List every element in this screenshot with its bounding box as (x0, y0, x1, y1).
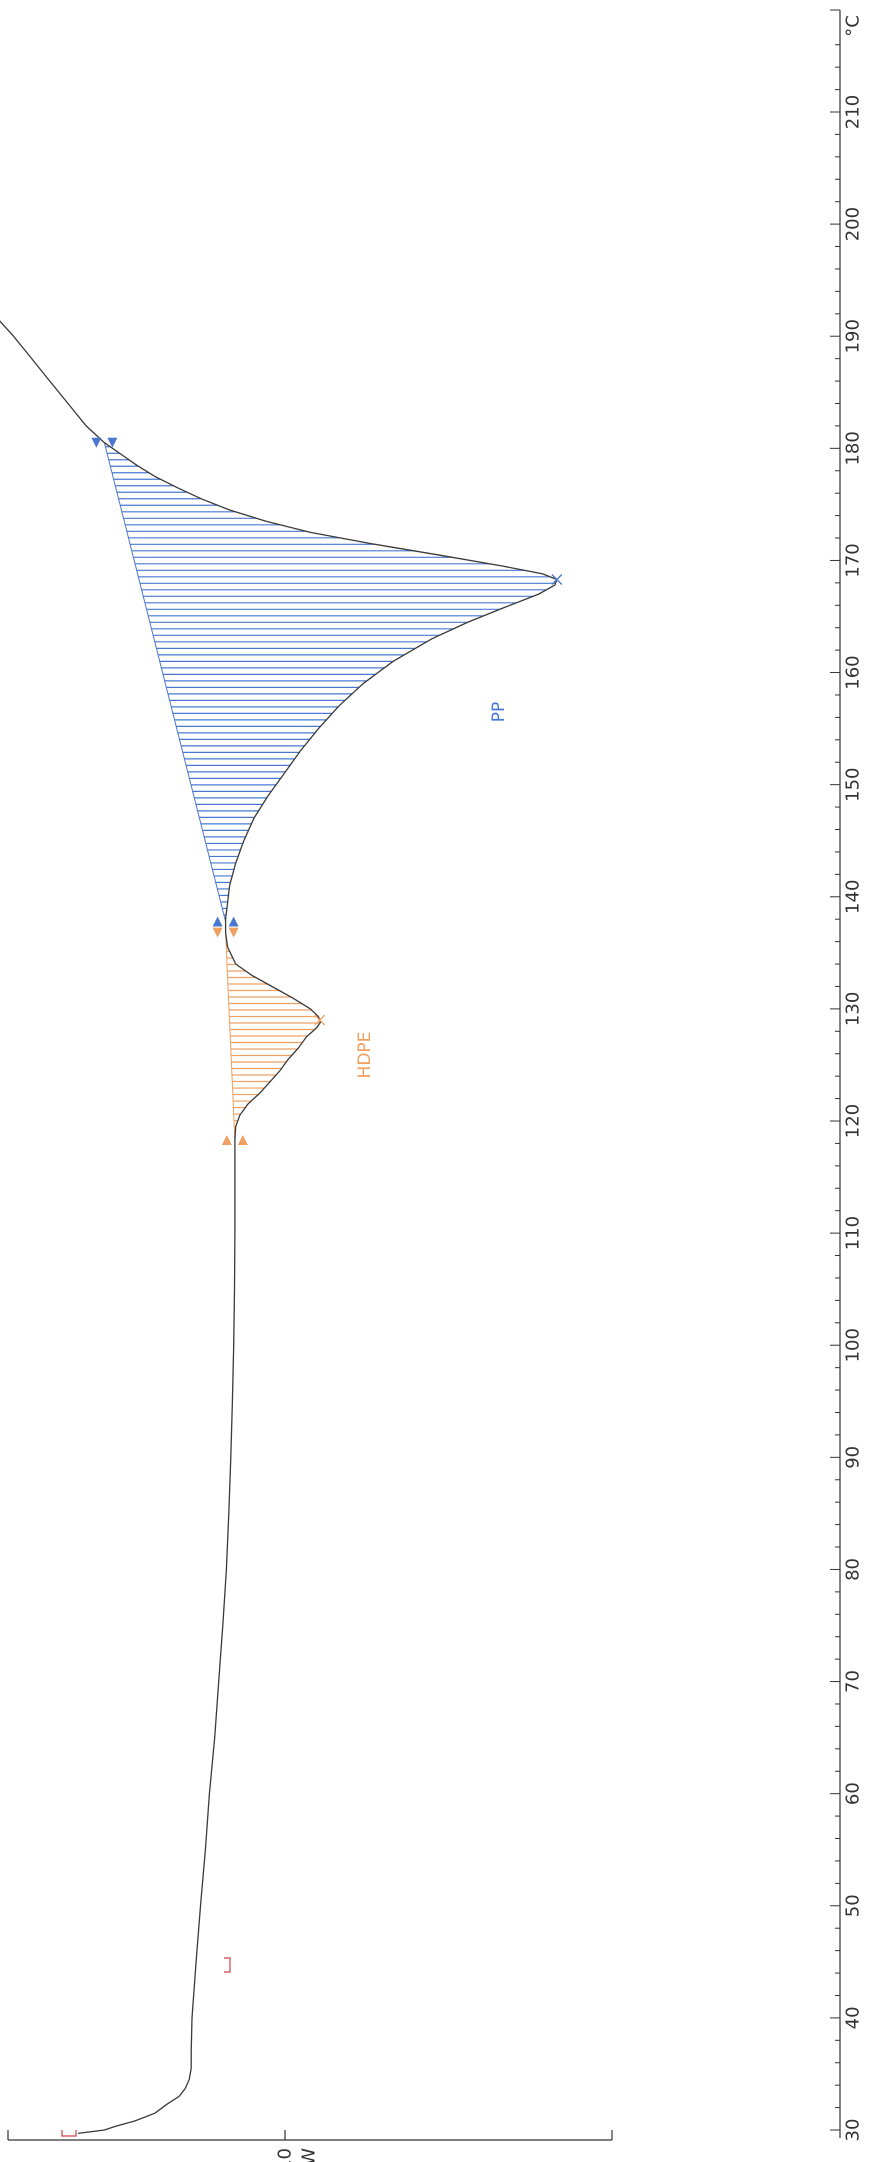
temperature-tick-label: 160 (842, 655, 863, 689)
heat-flow-scale-bar: 10 mW (7, 2130, 613, 2162)
temperature-tick-label: 130 (842, 992, 863, 1026)
temperature-axis: 30 40 50 60 70 80 90 100 110 120 130 140 150 160 170 18… (830, 9, 863, 2142)
temperature-unit-label: °C (842, 15, 863, 37)
temperature-tick-label: 80 (842, 1558, 863, 1581)
integration-limit-marker-hdpe (212, 927, 223, 938)
temperature-tick-label: 30 (842, 2119, 863, 2142)
temperature-tick-label: 140 (842, 880, 863, 914)
temperature-tick-label: 180 (842, 431, 863, 465)
peak-label-pp: PP (489, 702, 509, 723)
evaluation-range-marker (61, 2130, 77, 2137)
temperature-tick-label: 110 (842, 1216, 863, 1250)
peak-hatch-hdpe (225, 932, 321, 1141)
temperature-tick-label: 50 (842, 1894, 863, 1917)
temperature-tick-label: 60 (842, 1782, 863, 1805)
peak-baseline-hdpe (225, 932, 236, 1141)
temperature-tick-label: 200 (842, 207, 863, 241)
evaluation-range-marker (224, 1957, 231, 1973)
peak-maximum-marker-hdpe (314, 1014, 326, 1026)
temperature-tick-label: 90 (842, 1446, 863, 1469)
scale-bar-value: 10 (274, 2148, 295, 2162)
temperature-tick-label: 210 (842, 95, 863, 129)
temperature-tick-label: 120 (842, 1104, 863, 1138)
peak-label-hdpe: HDPE (355, 1032, 375, 1079)
peak-maximum-marker-pp (551, 574, 563, 585)
temperature-tick-label: 40 (842, 2006, 863, 2029)
temperature-tick-label: 70 (842, 1670, 863, 1693)
peak-baseline-pp (103, 442, 227, 922)
integration-limit-marker-hdpe (237, 1135, 248, 1146)
integration-limit-marker-hdpe (221, 1135, 232, 1146)
temperature-tick-label: 190 (842, 319, 863, 353)
integration-limit-marker-pp (91, 437, 102, 448)
dsc-curve (0, 320, 558, 2135)
integration-limit-marker-hdpe (228, 927, 239, 938)
peak-hatch-pp (103, 442, 556, 922)
temperature-tick-label: 100 (842, 1328, 863, 1362)
integration-limit-marker-pp (212, 916, 223, 927)
temperature-tick-label: 150 (842, 767, 863, 801)
temperature-tick-label: 170 (842, 543, 863, 577)
integration-limit-marker-pp (228, 916, 239, 927)
integration-limit-marker-pp (107, 437, 118, 448)
scale-bar-unit: mW (298, 2148, 319, 2162)
